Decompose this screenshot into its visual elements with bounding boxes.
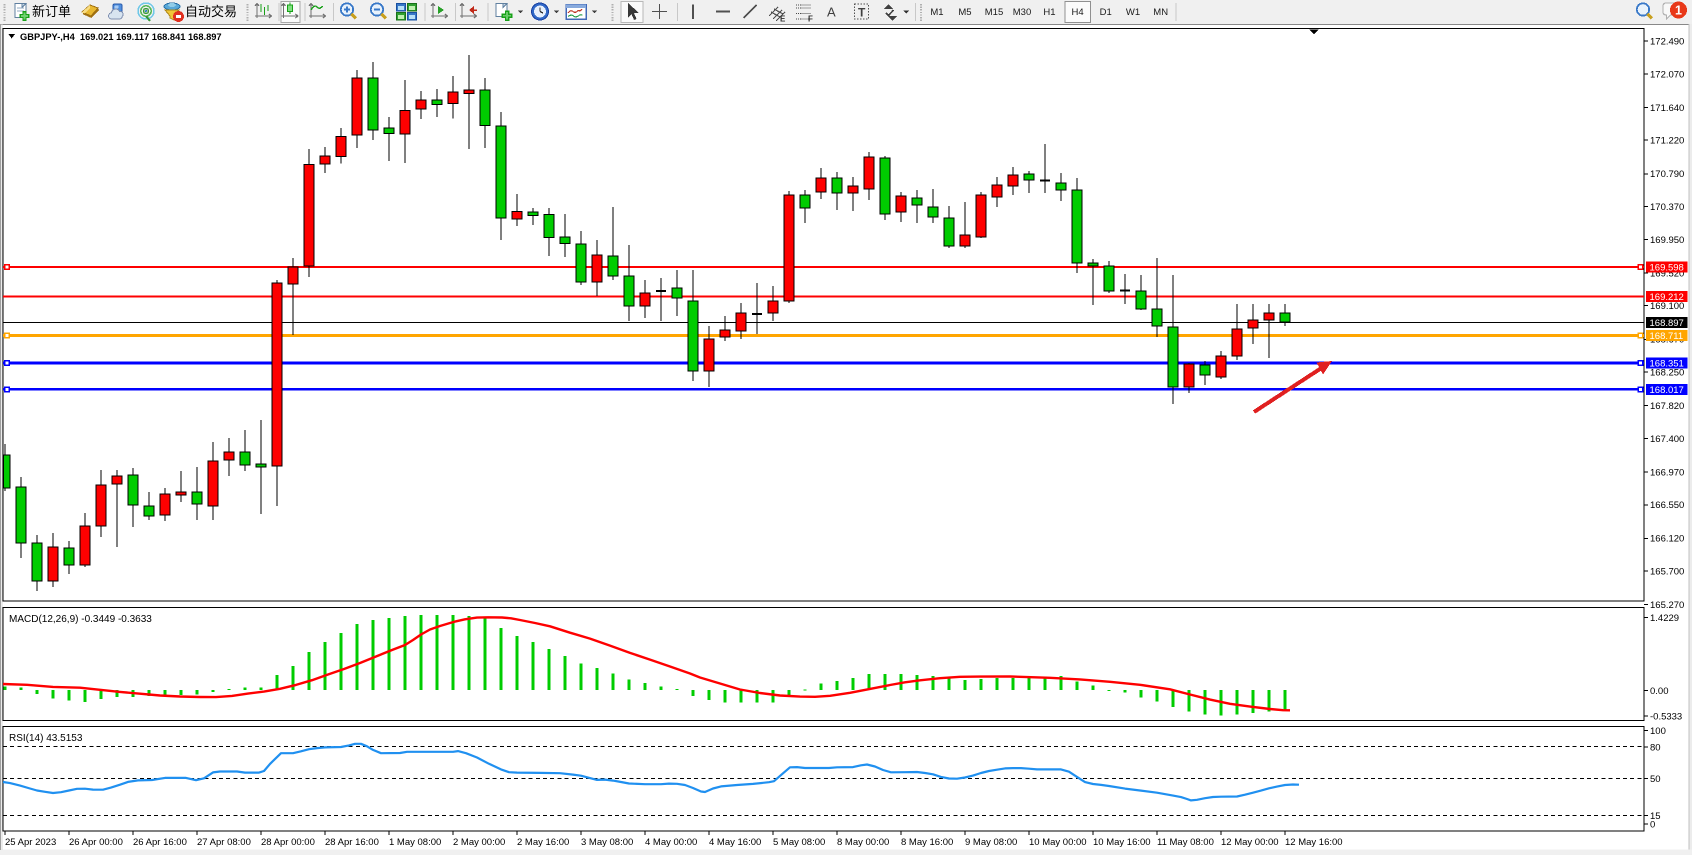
svg-text:5 May 08:00: 5 May 08:00 (773, 837, 825, 848)
svg-text:M1: M1 (930, 7, 943, 18)
svg-text:RSI(14) 43.5153: RSI(14) 43.5153 (9, 733, 83, 744)
svg-text:166.970: 166.970 (1650, 467, 1684, 478)
svg-text:3 May 08:00: 3 May 08:00 (581, 837, 633, 848)
svg-text:100: 100 (1650, 726, 1666, 737)
svg-text:15: 15 (1650, 811, 1661, 822)
svg-text:168.250: 168.250 (1650, 368, 1684, 379)
svg-text:169.598: 169.598 (1650, 263, 1684, 274)
svg-text:170.790: 170.790 (1650, 169, 1684, 180)
svg-text:172.070: 172.070 (1650, 69, 1684, 80)
svg-text:D1: D1 (1100, 7, 1112, 18)
svg-text:170.370: 170.370 (1650, 202, 1684, 213)
svg-text:M15: M15 (985, 7, 1003, 18)
svg-text:28 Apr 00:00: 28 Apr 00:00 (261, 837, 315, 848)
svg-text:0.00: 0.00 (1650, 686, 1669, 697)
svg-text:H4: H4 (1072, 7, 1084, 18)
svg-text:26 Apr 16:00: 26 Apr 16:00 (133, 837, 187, 848)
svg-text:11 May 08:00: 11 May 08:00 (1157, 837, 1214, 848)
svg-text:2 May 00:00: 2 May 00:00 (453, 837, 505, 848)
svg-text:GBPJPY-,H4 169.021 169.117 16: GBPJPY-,H4 169.021 169.117 168.841 168.8… (20, 32, 222, 42)
svg-text:F: F (808, 15, 813, 24)
svg-text:167.400: 167.400 (1650, 434, 1684, 445)
svg-text:169.100: 169.100 (1650, 301, 1684, 312)
svg-text:1 May 08:00: 1 May 08:00 (389, 837, 441, 848)
svg-text:A: A (827, 5, 836, 20)
svg-text:28 Apr 16:00: 28 Apr 16:00 (325, 837, 379, 848)
svg-text:1: 1 (1675, 4, 1682, 18)
svg-text:8 May 00:00: 8 May 00:00 (837, 837, 889, 848)
svg-text:26 Apr 00:00: 26 Apr 00:00 (69, 837, 123, 848)
svg-text:4 May 16:00: 4 May 16:00 (709, 837, 761, 848)
svg-text:T: T (858, 6, 866, 20)
svg-text:27 Apr 08:00: 27 Apr 08:00 (197, 837, 251, 848)
svg-text:168.711: 168.711 (1650, 331, 1684, 342)
svg-text:168.351: 168.351 (1650, 359, 1684, 370)
svg-text:MN: MN (1153, 7, 1168, 18)
svg-text:MACD(12,26,9) -0.3449 -0.3633: MACD(12,26,9) -0.3449 -0.3633 (9, 614, 152, 625)
svg-text:168.017: 168.017 (1650, 385, 1684, 396)
svg-text:169.520: 169.520 (1650, 268, 1684, 279)
svg-text:M5: M5 (958, 7, 971, 18)
svg-text:171.640: 171.640 (1650, 103, 1684, 114)
svg-text:H1: H1 (1043, 7, 1055, 18)
svg-text:165.270: 165.270 (1650, 600, 1684, 611)
svg-text:168.897: 168.897 (1650, 318, 1684, 329)
svg-text:165.700: 165.700 (1650, 567, 1684, 578)
svg-text:172.490: 172.490 (1650, 37, 1684, 48)
svg-text:169.950: 169.950 (1650, 235, 1684, 246)
svg-text:2 May 16:00: 2 May 16:00 (517, 837, 569, 848)
svg-text:171.220: 171.220 (1650, 136, 1684, 147)
svg-text:自动交易: 自动交易 (185, 4, 237, 19)
svg-text:W1: W1 (1126, 7, 1140, 18)
svg-text:166.550: 166.550 (1650, 500, 1684, 511)
svg-text:M30: M30 (1013, 7, 1031, 18)
svg-text:169.212: 169.212 (1650, 292, 1684, 303)
svg-text:新订单: 新订单 (32, 4, 71, 19)
svg-text:8 May 16:00: 8 May 16:00 (901, 837, 953, 848)
svg-text:10 May 16:00: 10 May 16:00 (1093, 837, 1151, 848)
svg-text:0: 0 (1650, 820, 1655, 831)
svg-text:E: E (780, 15, 786, 24)
svg-text:4 May 00:00: 4 May 00:00 (645, 837, 697, 848)
svg-text:50: 50 (1650, 774, 1661, 785)
svg-text:167.820: 167.820 (1650, 401, 1684, 412)
svg-text:1.4229: 1.4229 (1650, 613, 1679, 624)
svg-text:9 May 08:00: 9 May 08:00 (965, 837, 1017, 848)
svg-text:80: 80 (1650, 743, 1661, 754)
svg-text:25 Apr 2023: 25 Apr 2023 (5, 837, 56, 848)
svg-text:10 May 00:00: 10 May 00:00 (1029, 837, 1087, 848)
svg-text:12 May 00:00: 12 May 00:00 (1221, 837, 1279, 848)
svg-text:12 May 16:00: 12 May 16:00 (1285, 837, 1343, 848)
svg-text:166.120: 166.120 (1650, 534, 1684, 545)
svg-text:-0.5333: -0.5333 (1650, 711, 1682, 722)
